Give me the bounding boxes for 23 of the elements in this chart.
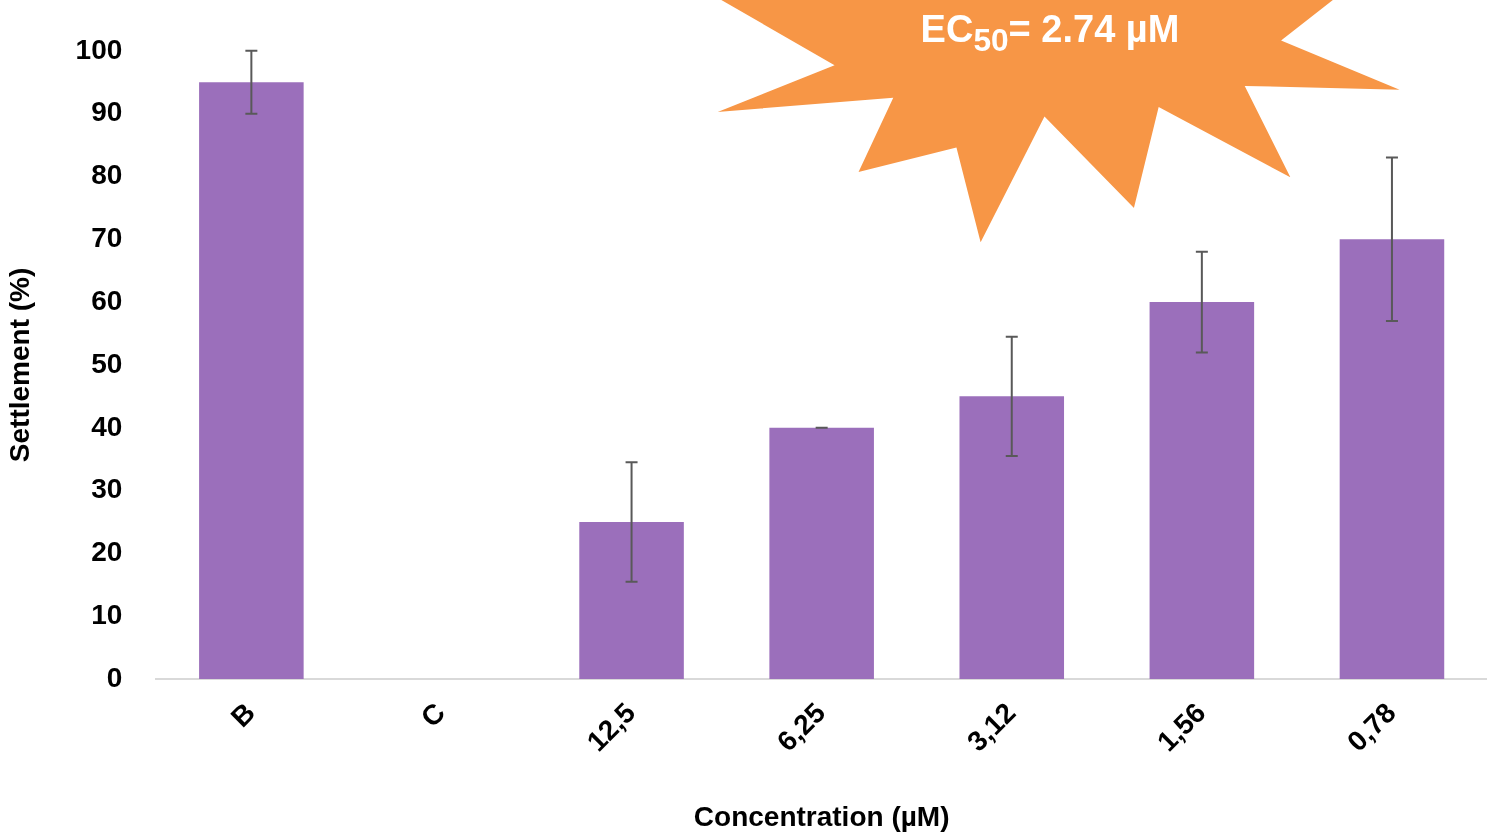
bar: [959, 396, 1065, 680]
bar: [199, 82, 304, 680]
bar: [769, 427, 874, 680]
annotation: EC$_{50}$= 2.74 µM: [919, 8, 1181, 59]
y-tick-label: 10: [91, 598, 123, 630]
x-tick-label: 0,78: [1341, 696, 1402, 758]
x-axis-title: Concentration (µM): [693, 800, 950, 832]
bar: [579, 522, 684, 680]
y-tick-label: 100: [75, 33, 123, 65]
bar: [1149, 302, 1255, 680]
y-tick-label: 90: [91, 96, 123, 128]
y-tick-label: 30: [91, 473, 123, 505]
y-tick-label: 60: [91, 284, 123, 316]
y-tick-label: 0: [106, 661, 123, 693]
y-tick-label: 20: [91, 536, 123, 568]
x-tick-label: B: [224, 696, 262, 733]
y-axis-title: Settlement (%): [3, 267, 35, 463]
bar: [1339, 239, 1445, 680]
y-tick-label: 40: [91, 410, 123, 442]
y-tick-label: 70: [91, 222, 123, 254]
x-tick-label: C: [414, 696, 452, 733]
y-tick-label: 80: [91, 159, 123, 191]
y-tick-label: 50: [91, 347, 123, 379]
